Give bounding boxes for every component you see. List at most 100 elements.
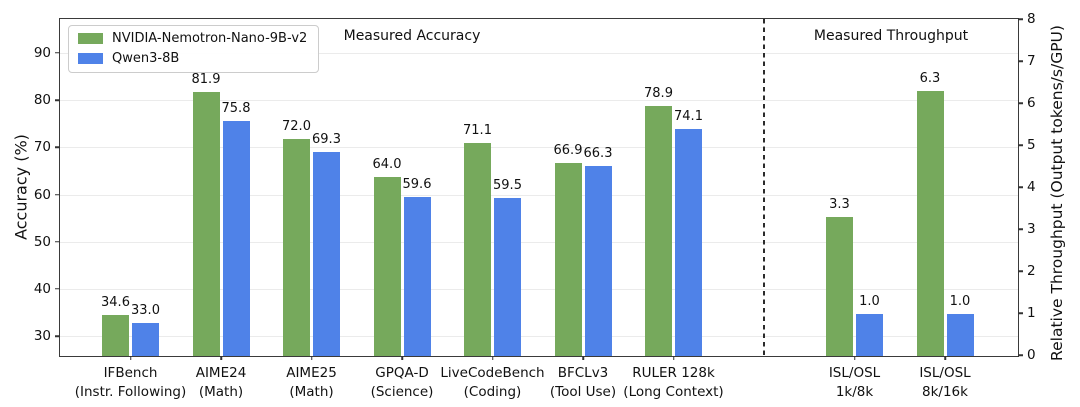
bar-value-label: 71.1 [463,123,492,139]
bar-value-label: 64.0 [372,156,402,172]
left-tick-label: 90 [33,44,51,61]
x-tick-label: ISL/OSL 1k/8k [829,364,880,402]
x-tick-mark [310,356,313,360]
left-tick-mark [55,240,60,243]
x-tick-label-line: (Science) [370,383,434,400]
right-tick-mark [1018,102,1023,104]
bar-value-label: 59.6 [402,177,432,193]
bar-value-label: 66.3 [583,145,613,161]
right-tick-label: 4 [1027,179,1036,195]
left-tick-label: 70 [33,139,51,156]
bar-value-label: 1.0 [949,294,971,309]
bar-value-label: 69.3 [312,131,341,147]
legend-item-qwen: Qwen3-8B [78,51,307,67]
x-tick-label-line: AIME25 [286,365,337,381]
bar-qwen [403,197,431,356]
bar-qwen [584,165,612,356]
left-tick-label: 80 [33,92,51,109]
x-tick-mark [582,356,584,360]
x-tick-label-line: (Instr. Following) [74,383,187,400]
left-tick-mark [55,193,60,196]
x-tick-mark [401,356,403,360]
bar-nemotron [373,176,401,356]
x-tick-label-line: ISL/OSL [919,365,971,381]
left-tick-mark [55,335,60,337]
right-tick-mark [1018,354,1023,356]
right-tick-mark [1018,228,1023,230]
x-tick-label: GPQA-D (Science) [371,364,434,402]
x-tick-mark [672,356,675,360]
x-tick-label-line: BFCLv3 [557,365,609,381]
x-tick-label-line: ISL/OSL [828,365,881,381]
x-tick-label-line: 1k/8k [835,383,874,400]
right-tick-mark [1018,60,1023,62]
gridline [60,100,1018,102]
right-axis-title: Relative Throughput (Output tokens/s/GPU… [1048,25,1066,361]
bar-qwen [856,314,883,356]
legend: NVIDIA-Nemotron-Nano-9B-v2 Qwen3-8B [68,25,320,74]
bar-qwen [313,151,340,356]
bar-value-label: 81.9 [191,72,221,88]
bar-qwen [132,322,159,356]
bar-qwen [675,129,702,356]
gridline [60,336,1018,338]
gridline [60,194,1018,196]
x-tick-label: AIME24 (Math) [196,364,247,402]
throughput-section-title: Measured Throughput [813,28,969,44]
x-tick-mark [220,356,222,360]
right-tick-mark [1018,18,1023,20]
bar-value-label: 66.9 [553,142,583,158]
bar-nemotron [826,217,853,356]
left-tick-mark [55,146,60,149]
x-tick-label-line: (Tool Use) [549,383,617,400]
legend-swatch-blue [78,52,103,64]
x-tick-label: IFBench (Instr. Following) [75,364,187,402]
bar-value-label: 74.1 [674,109,703,124]
gridline [60,288,1018,290]
left-axis-title: Accuracy (%) [11,134,31,240]
bar-value-label: 34.6 [101,295,130,311]
right-tick-mark [1018,186,1023,188]
bar-nemotron [554,163,582,356]
x-tick-label-line: GPQA-D [375,365,429,381]
left-tick-mark [55,288,60,290]
x-tick-label: RULER 128k (Long Context) [623,364,723,402]
plot-area: Measured Accuracy Measured Throughput NV… [34,11,1036,400]
x-tick-label-line: IFBench [103,365,158,381]
x-tick-label: LiveCodeBench (Coding) [440,364,544,402]
gridline [60,241,1018,243]
left-tick-label: 30 [33,328,51,345]
x-tick-label-line: (Math) [198,383,244,400]
bar-nemotron [645,106,672,356]
left-tick-mark [55,99,60,101]
right-tick-label: 6 [1027,95,1036,111]
x-tick-label: BFCLv3 (Tool Use) [550,364,616,402]
right-tick-label: 3 [1027,221,1036,237]
x-tick-label: AIME25 (Math) [286,364,337,402]
x-tick-label-line: (Coding) [463,383,522,400]
gridline [60,52,1018,54]
x-tick-mark [944,356,946,360]
section-divider [763,19,765,356]
bar-nemotron [102,315,129,356]
left-tick-label: 60 [33,186,51,203]
legend-label-nemotron: NVIDIA-Nemotron-Nano-9B-v2 [112,31,308,46]
bar-value-label: 1.0 [859,294,880,309]
bar-qwen [946,314,974,356]
x-tick-label: ISL/OSL 8k/16k [919,364,970,402]
bar-value-label: 59.5 [493,177,522,193]
legend-item-nemotron: NVIDIA-Nemotron-Nano-9B-v2 [78,31,307,47]
bar-qwen [494,197,521,356]
bar-value-label: 3.3 [829,197,850,213]
right-tick-mark [1018,144,1023,146]
right-tick-label: 5 [1027,137,1036,153]
x-tick-label-line: LiveCodeBench [440,365,545,381]
right-tick-mark [1018,270,1023,272]
bar-value-label: 33.0 [131,302,160,318]
legend-swatch-green [78,33,103,45]
bar-nemotron [192,92,220,356]
right-tick-label: 7 [1027,53,1036,69]
right-tick-label: 1 [1027,305,1036,321]
bar-value-label: 72.0 [282,118,311,134]
